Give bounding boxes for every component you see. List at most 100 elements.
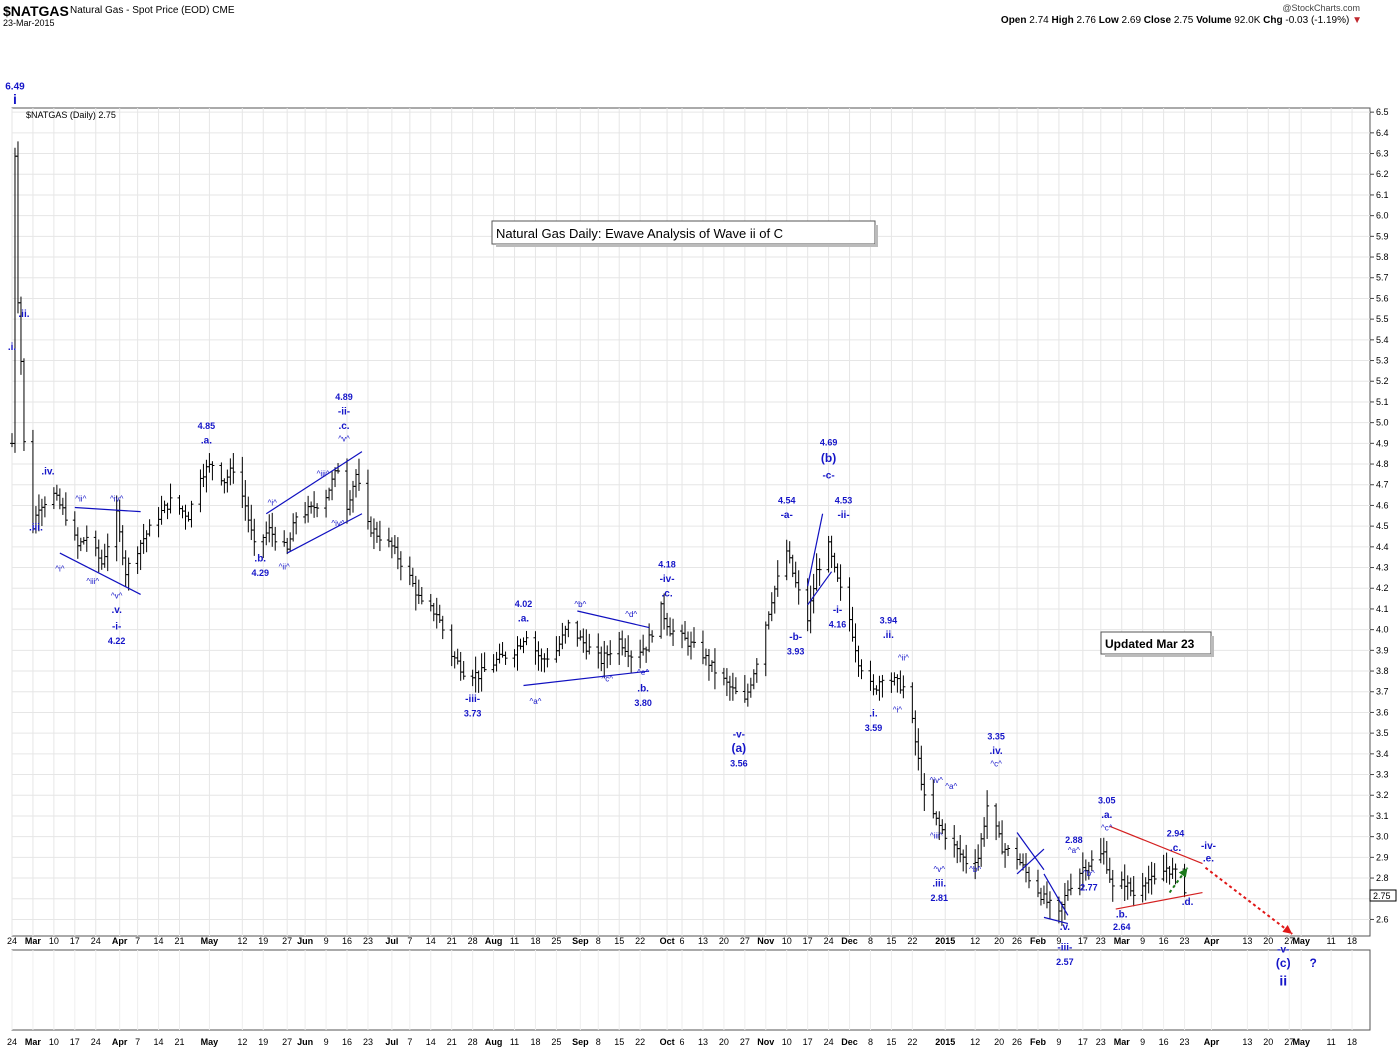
x-tick-label-lower: 8 [868, 1037, 873, 1047]
x-tick-label: 6 [680, 936, 685, 946]
y-tick-label: 2.8 [1376, 873, 1389, 883]
y-tick-label: 6.4 [1376, 128, 1389, 138]
ohlc-bar [273, 526, 278, 551]
wave-label: ^i^ [268, 498, 278, 507]
wave-label: 4.18 [658, 560, 676, 570]
x-tick-label-lower: 12 [237, 1037, 247, 1047]
x-tick-label-lower: 24 [7, 1037, 17, 1047]
y-tick-label: 3.6 [1376, 707, 1389, 717]
ohlc-bar [608, 640, 613, 666]
wave-label: 4.89 [335, 392, 353, 402]
x-tick-label-lower: 13 [1242, 1037, 1252, 1047]
ohlc-bar [84, 525, 89, 552]
wave-label: 2.57 [1056, 957, 1074, 967]
x-tick-label: 10 [49, 936, 59, 946]
y-tick-label: 5.8 [1376, 252, 1389, 262]
last-price-text: 2.75 [1373, 891, 1391, 901]
ohlc-bar [315, 503, 320, 518]
wave-label: 4.54 [778, 495, 796, 505]
x-tick-label-lower: 9 [324, 1037, 329, 1047]
legend-text: $NATGAS (Daily) 2.75 [26, 110, 116, 120]
x-tick-label: 19 [258, 936, 268, 946]
x-tick-label: 10 [782, 936, 792, 946]
wave-label: .c. [1170, 843, 1181, 854]
wave-labels: 6.49i .ii. .i. .iv. .iii. ^ii^ ^iv^ ^i^ ^iii^ ^v^… [5, 81, 1317, 988]
x-tick-label: 25 [551, 936, 561, 946]
ohlc-bar [168, 483, 173, 514]
ohlc-bar [838, 564, 843, 601]
x-tick-label-lower: Jul [385, 1037, 398, 1047]
x-tick-label-lower: 10 [782, 1037, 792, 1047]
ohlc-bar [1006, 845, 1011, 857]
y-tick-label: 4.3 [1376, 563, 1389, 573]
wave-label: 4.22 [108, 636, 126, 646]
x-tick-label-lower: 12 [970, 1037, 980, 1047]
wave-label: 6.49 [5, 81, 25, 92]
wave-label: ^iv^ [110, 494, 124, 503]
trendline [523, 670, 650, 687]
x-tick-label-lower: 22 [635, 1037, 645, 1047]
x-tick-label: 17 [1078, 936, 1088, 946]
ohlc-bar [524, 630, 529, 646]
x-tick-label-lower: 26 [1012, 1037, 1022, 1047]
wave-label: 3.56 [730, 758, 748, 768]
wave-label: ^iii^ [86, 577, 99, 586]
x-tick-label: 23 [363, 936, 373, 946]
x-tick-label-lower: Nov [757, 1037, 774, 1047]
ohlc-bar [147, 519, 152, 537]
x-tick-label-lower: 23 [1096, 1037, 1106, 1047]
copyright[interactable]: @StockCharts.com [1282, 3, 1360, 13]
x-tick-label: Dec [841, 936, 858, 946]
y-tick-label: 2.9 [1376, 852, 1389, 862]
wave-label: 3.35 [987, 731, 1005, 741]
x-tick-label: 16 [342, 936, 352, 946]
x-tick-label-lower: 24 [824, 1037, 834, 1047]
volume-label: Volume [1196, 15, 1232, 26]
y-tick-label: 3.5 [1376, 728, 1389, 738]
projection-arrow-line [1204, 866, 1293, 935]
wave-label: 2.94 [1167, 829, 1185, 839]
x-tick-label-lower: Mar [1114, 1037, 1131, 1047]
chg-value: -0.03 (-1.19%) [1285, 15, 1350, 26]
x-tick-label: May [1292, 936, 1310, 946]
wave-label: .c. [662, 589, 673, 600]
ohlc-bar [922, 773, 927, 812]
x-tick-label-lower: 9 [1056, 1037, 1061, 1047]
ohlc-bar [545, 647, 550, 668]
y-tick-label: 5.7 [1376, 273, 1389, 283]
y-tick-label: 6.3 [1376, 149, 1389, 159]
x-tick-label: 9 [1056, 936, 1061, 946]
wave-label: -iv- [1201, 841, 1216, 852]
trendline [807, 571, 833, 606]
x-tick-label: 20 [719, 936, 729, 946]
x-tick-label-lower: 11 [1326, 1037, 1335, 1047]
wave-label: ^c^ [1101, 823, 1113, 832]
wave-label: ^a^ [1068, 846, 1080, 855]
y-tick-label: 3.2 [1376, 790, 1389, 800]
open-label: Open [1000, 15, 1027, 26]
y-tick-label: 4.4 [1376, 542, 1389, 552]
ohlc-bar [21, 358, 26, 452]
y-tick-label: 5.1 [1376, 397, 1389, 407]
trendline [1016, 848, 1045, 875]
y-tick-label: 6.5 [1376, 107, 1389, 117]
ohlc-bar [398, 551, 403, 581]
ohlc-bar [1110, 869, 1115, 902]
x-tick-label: 8 [868, 936, 873, 946]
x-tick-label: 12 [237, 936, 247, 946]
x-tick-label-lower: 20 [1263, 1037, 1273, 1047]
x-tick-label-lower: 7 [135, 1037, 140, 1047]
ohlc-bar [1173, 863, 1178, 885]
wave-label: ^b^ [969, 865, 981, 874]
x-tick-label-lower: 27 [282, 1037, 292, 1047]
x-tick-label-lower: 10 [49, 1037, 59, 1047]
trendline [1109, 825, 1203, 865]
wave-label: ^iv^ [930, 776, 944, 785]
wave-label: 4.85 [198, 421, 216, 431]
y-tick-label: 6.1 [1376, 190, 1389, 200]
x-tick-label: Sep [572, 936, 589, 946]
wave-label: 3.80 [634, 698, 652, 708]
wave-label: .ii. [883, 630, 894, 641]
wave-label: 4.16 [829, 620, 847, 630]
